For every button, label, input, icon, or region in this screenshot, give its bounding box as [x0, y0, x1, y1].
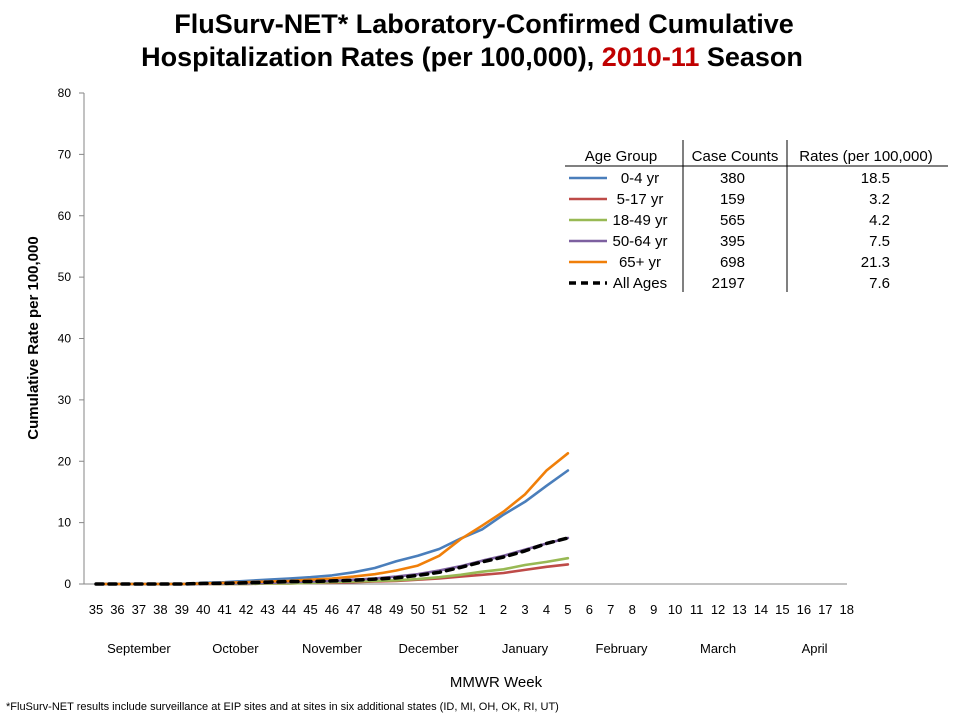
- y-axis-ticks: 0 10 20 30 40 50 60 70 80: [58, 86, 84, 591]
- x-axis-ticks: 35 36 37 38 39 40 41 42 43 44 45 46 47 48 49 50 51 52 1 2 3 4…: [89, 602, 854, 617]
- x-tick-label: 46: [325, 602, 339, 617]
- month-label: January: [502, 641, 549, 656]
- x-tick-label: 13: [732, 602, 746, 617]
- legend-age-label: 18-49 yr: [612, 212, 667, 229]
- y-tick-label: 80: [58, 86, 72, 100]
- y-tick-label: 70: [58, 147, 72, 161]
- legend-age-label: 5-17 yr: [617, 191, 664, 208]
- x-tick-label: 8: [629, 602, 636, 617]
- x-tick-label: 37: [132, 602, 146, 617]
- legend-rate: 7.5: [869, 233, 890, 250]
- chart-title-line2: Hospitalization Rates (per 100,000), 201…: [141, 42, 803, 72]
- month-label: March: [700, 641, 736, 656]
- x-tick-label: 11: [690, 602, 704, 617]
- x-tick-label: 48: [368, 602, 382, 617]
- x-tick-label: 35: [89, 602, 103, 617]
- legend-case-count: 2197: [712, 275, 745, 292]
- legend-rate: 3.2: [869, 191, 890, 208]
- x-tick-label: 49: [389, 602, 403, 617]
- x-tick-label: 44: [282, 602, 296, 617]
- x-tick-label: 43: [260, 602, 274, 617]
- x-tick-label: 14: [754, 602, 768, 617]
- y-tick-label: 20: [58, 454, 72, 468]
- x-tick-label: 2: [500, 602, 507, 617]
- x-tick-label: 12: [711, 602, 725, 617]
- legend-rate: 18.5: [861, 170, 890, 187]
- legend-case-count: 565: [720, 212, 745, 229]
- x-tick-label: 7: [607, 602, 614, 617]
- x-tick-label: 36: [110, 602, 124, 617]
- x-tick-label: 9: [650, 602, 657, 617]
- x-tick-label: 41: [217, 602, 231, 617]
- y-tick-label: 0: [64, 577, 71, 591]
- y-tick-label: 30: [58, 393, 72, 407]
- legend-case-count: 395: [720, 233, 745, 250]
- season-label: 2010-11: [602, 42, 700, 72]
- month-label: September: [107, 641, 171, 656]
- month-label: December: [398, 641, 459, 656]
- legend-case-count: 380: [720, 170, 745, 187]
- y-tick-label: 10: [58, 516, 72, 530]
- month-label: February: [596, 641, 649, 656]
- x-tick-label: 10: [668, 602, 682, 617]
- x-tick-label: 39: [175, 602, 189, 617]
- legend-header-rates: Rates (per 100,000): [799, 148, 932, 165]
- x-tick-label: 45: [303, 602, 317, 617]
- legend-header-case-counts: Case Counts: [692, 148, 779, 165]
- x-tick-label: 40: [196, 602, 210, 617]
- month-label: November: [302, 641, 363, 656]
- month-label: April: [802, 641, 828, 656]
- legend-age-label: All Ages: [613, 275, 667, 292]
- y-tick-label: 60: [58, 209, 72, 223]
- footnote: *FluSurv-NET results include surveillanc…: [6, 701, 559, 713]
- legend-rate: 7.6: [869, 275, 890, 292]
- x-tick-label: 16: [797, 602, 811, 617]
- chart-title-line1: FluSurv-NET* Laboratory-Confirmed Cumula…: [174, 9, 794, 39]
- y-tick-label: 50: [58, 270, 72, 284]
- x-tick-label: 5: [564, 602, 571, 617]
- x-tick-label: 15: [775, 602, 789, 617]
- legend-rate: 21.3: [861, 254, 890, 271]
- x-tick-label: 50: [411, 602, 425, 617]
- x-tick-label: 18: [840, 602, 854, 617]
- series-line-50-64-yr: [94, 536, 570, 586]
- x-tick-label: 47: [346, 602, 360, 617]
- series-lines: [94, 451, 570, 586]
- y-axis-label: Cumulative Rate per 100,000: [25, 236, 42, 439]
- x-tick-label: 52: [453, 602, 467, 617]
- x-tick-label: 3: [521, 602, 528, 617]
- x-tick-label: 17: [818, 602, 832, 617]
- legend-table: Age Group Case Counts Rates (per 100,000…: [565, 140, 948, 292]
- legend-age-label: 65+ yr: [619, 254, 661, 271]
- legend-age-label: 50-64 yr: [612, 233, 667, 250]
- x-tick-label: 51: [432, 602, 446, 617]
- month-label: October: [212, 641, 259, 656]
- x-tick-label: 38: [153, 602, 167, 617]
- x-tick-label: 4: [543, 602, 550, 617]
- series-line-all-ages: [94, 536, 570, 586]
- legend-header-age-group: Age Group: [585, 148, 658, 165]
- series-line-0-4-yr: [94, 469, 570, 586]
- x-tick-label: 42: [239, 602, 253, 617]
- month-labels: September October November December January F…: [107, 641, 828, 656]
- legend-age-label: 0-4 yr: [621, 170, 659, 187]
- legend-case-count: 698: [720, 254, 745, 271]
- x-axis-label: MMWR Week: [450, 674, 543, 691]
- x-tick-label: 1: [478, 602, 485, 617]
- x-tick-label: 6: [586, 602, 593, 617]
- legend-rate: 4.2: [869, 212, 890, 229]
- legend-case-count: 159: [720, 191, 745, 208]
- y-tick-label: 40: [58, 332, 72, 346]
